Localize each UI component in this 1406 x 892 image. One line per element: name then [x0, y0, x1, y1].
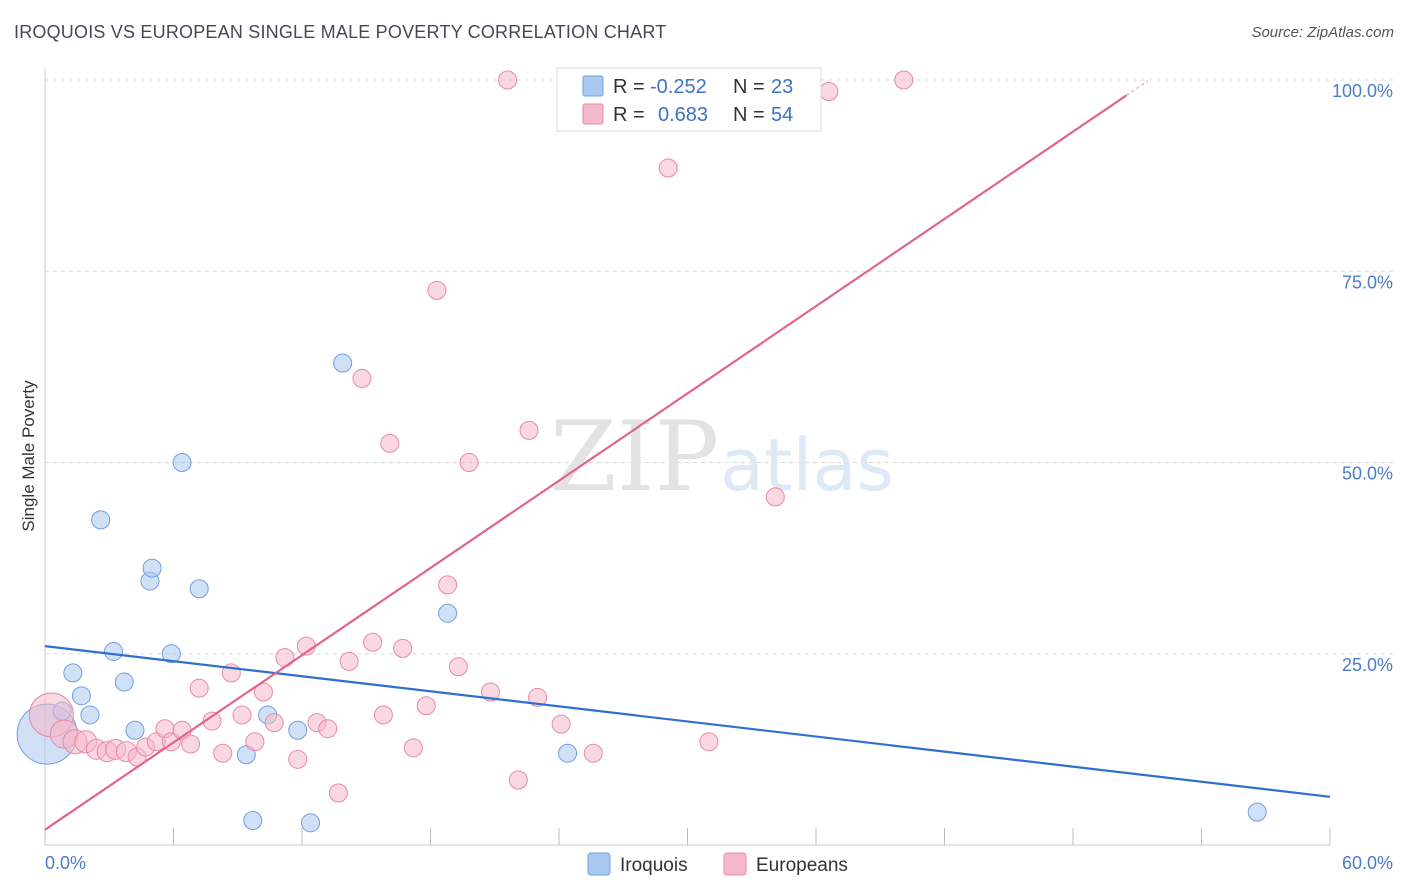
- point-0-12: [172, 453, 192, 472]
- point-0-22: [1247, 802, 1267, 822]
- point-0-10: [142, 558, 162, 578]
- point-1-52: [819, 81, 839, 101]
- point-0-17: [288, 720, 308, 740]
- point-0-13: [189, 579, 209, 599]
- point-1-28: [328, 783, 348, 803]
- point-1-20: [245, 732, 265, 752]
- legend-r-value-iroquois: -0.252: [650, 76, 707, 98]
- point-1-42: [498, 70, 518, 90]
- y-tick-label-1: 50.0%: [1342, 464, 1393, 484]
- series-legend-swatch-iroquois: [587, 852, 611, 876]
- point-1-24: [288, 749, 308, 769]
- watermark-atlas: atlas: [720, 423, 894, 507]
- point-0-20: [438, 603, 458, 623]
- point-0-5: [91, 510, 111, 530]
- point-1-40: [459, 453, 479, 472]
- legend-swatch-iroquois: [582, 75, 604, 97]
- point-1-49: [699, 732, 719, 752]
- point-0-4: [80, 705, 100, 725]
- point-1-39: [448, 657, 468, 677]
- trend-line-1: [44, 94, 1128, 831]
- point-1-34: [393, 638, 413, 658]
- gridlines: [45, 79, 1395, 655]
- point-1-43: [508, 770, 528, 790]
- point-1-33: [380, 433, 400, 453]
- y-axis-label: Single Male Poverty: [19, 380, 38, 532]
- point-1-47: [583, 743, 603, 763]
- series-legend-label-iroquois: Iroquois: [620, 855, 688, 876]
- chart-title: IROQUOIS VS EUROPEAN SINGLE MALE POVERTY…: [14, 22, 667, 42]
- point-1-14: [181, 734, 201, 754]
- point-0-3: [71, 686, 91, 706]
- legend-n-value-iroquois: 23: [771, 76, 793, 98]
- point-1-15: [189, 678, 209, 698]
- y-tick-label-2: 75.0%: [1342, 272, 1393, 292]
- point-1-23: [275, 648, 295, 668]
- watermark: ZIP atlas: [550, 401, 894, 513]
- trend-lines: [44, 80, 1331, 831]
- point-1-32: [373, 705, 393, 725]
- x-tick-label-1: 60.0%: [1342, 853, 1393, 873]
- point-1-35: [403, 738, 423, 758]
- trend-line-0: [44, 645, 1331, 798]
- point-1-37: [427, 280, 447, 300]
- point-1-48: [658, 158, 678, 178]
- legend-r-value-europeans: 0.683: [658, 104, 708, 126]
- legend-swatch-europeans: [582, 103, 604, 125]
- stats-legend: R = -0.252 N = 23 R = 0.683 N = 54: [556, 67, 822, 132]
- legend-r-label-europeans: R =: [613, 104, 645, 126]
- point-1-22: [264, 713, 284, 733]
- y-tick-label-0: 25.0%: [1342, 655, 1393, 675]
- point-1-27: [318, 719, 338, 739]
- point-1-31: [363, 632, 383, 652]
- point-1-51: [765, 487, 785, 507]
- legend-r-label-iroquois: R =: [613, 76, 645, 98]
- point-0-7: [114, 672, 134, 692]
- point-0-19: [333, 353, 353, 373]
- series-legend: Iroquois Europeans: [587, 852, 848, 876]
- y-tick-label-3: 100.0%: [1332, 81, 1393, 101]
- point-1-38: [438, 575, 458, 595]
- point-1-53: [894, 70, 914, 90]
- point-1-45: [528, 687, 548, 707]
- point-0-2: [63, 663, 83, 683]
- point-1-29: [339, 651, 359, 671]
- point-0-18: [301, 813, 321, 833]
- trend-line-ext-1: [1126, 80, 1149, 96]
- point-1-30: [352, 368, 372, 388]
- legend-n-value-europeans: 54: [771, 104, 793, 126]
- point-1-46: [551, 714, 571, 734]
- point-0-11: [161, 644, 181, 664]
- legend-n-label-iroquois: N =: [733, 76, 765, 98]
- point-1-17: [213, 743, 233, 763]
- series-legend-label-europeans: Europeans: [756, 855, 848, 876]
- tick-labels: 25.0% 50.0% 75.0% 100.0% 0.0% 60.0%: [45, 81, 1393, 873]
- series-legend-swatch-europeans: [723, 852, 747, 876]
- point-1-21: [253, 682, 273, 702]
- legend-n-label-europeans: N =: [733, 104, 765, 126]
- point-0-15: [243, 811, 263, 831]
- point-1-19: [232, 705, 252, 725]
- point-1-44: [519, 420, 539, 440]
- chart-source: Source: ZipAtlas.com: [1251, 24, 1394, 41]
- point-0-21: [558, 743, 578, 763]
- point-1-36: [416, 696, 436, 716]
- watermark-zip: ZIP: [550, 401, 719, 513]
- x-tick-label-0: 0.0%: [45, 853, 86, 873]
- point-0-6: [104, 641, 124, 661]
- point-0-8: [125, 720, 145, 740]
- point-1-41: [480, 682, 500, 702]
